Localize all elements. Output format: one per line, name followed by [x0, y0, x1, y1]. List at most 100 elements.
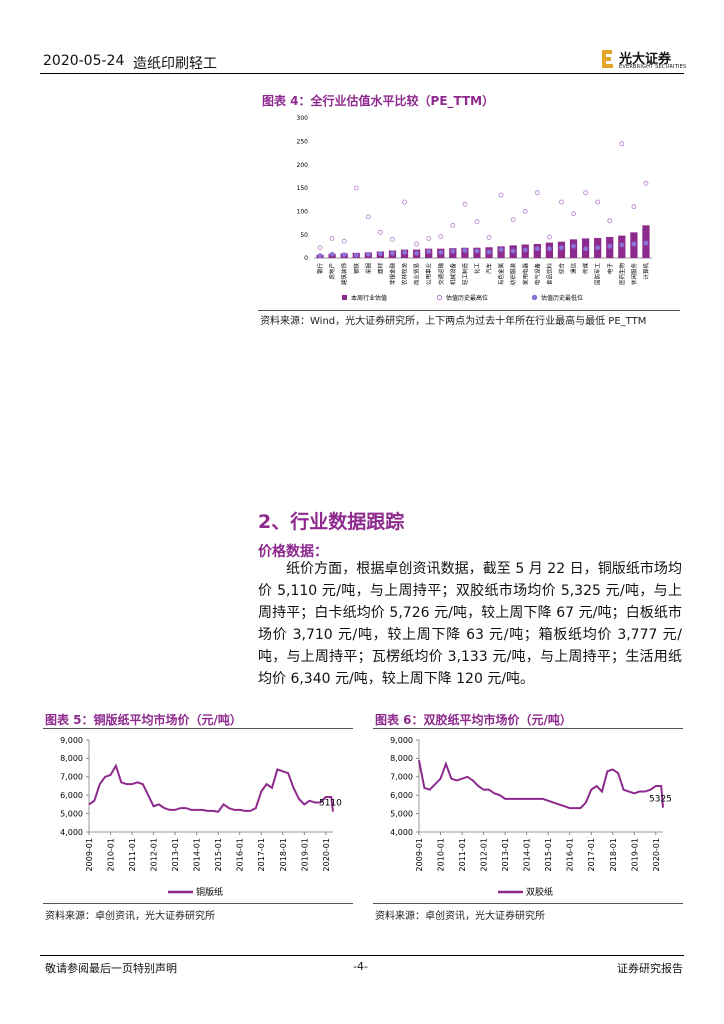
- dot: [583, 246, 589, 252]
- x-tick-label: 采掘: [364, 263, 372, 275]
- y-tick-label: 0: [304, 255, 308, 262]
- y-tick-label: 5,000: [60, 809, 83, 818]
- y-tick-label: 6,000: [60, 791, 83, 800]
- dot: [607, 218, 613, 224]
- line: [418, 760, 664, 810]
- figure-source: 资料来源：Wind，光大证券研究所，上下两点为过去十年所在行业最高与最低 PE_…: [260, 316, 647, 327]
- footer-rule: [40, 955, 684, 956]
- dot: [510, 217, 516, 223]
- x-tick-label: 非银金融: [388, 263, 396, 286]
- logo-mark: [602, 50, 613, 68]
- x-tick-label: 休闲服务: [630, 263, 638, 286]
- legend-label: 双胶纸: [526, 886, 553, 898]
- y-tick-label: 150: [297, 185, 309, 192]
- y-tick-label: 8,000: [390, 754, 413, 763]
- x-tick-label: 医药生物: [618, 263, 626, 286]
- x-tick-label: 2012-01: [150, 838, 159, 871]
- chart: 4,000 5,000 6,000 7,000 8,000 9,000 2009-01 201…: [390, 736, 672, 898]
- dot: [341, 252, 347, 258]
- x-tick-label: 纺织服装: [509, 263, 517, 286]
- source-rule: [258, 310, 680, 311]
- dot: [559, 199, 564, 205]
- legend-label: 估值历史最低位: [541, 294, 583, 302]
- dot: [474, 219, 480, 224]
- dot: [402, 199, 407, 205]
- x-tick-label: 钢铁: [352, 263, 360, 275]
- dot: [329, 235, 335, 241]
- y-tick-label: 7,000: [60, 773, 83, 782]
- source-rule: [43, 903, 353, 904]
- dot: [365, 214, 371, 220]
- y-tick-label: 7,000: [390, 773, 413, 782]
- y-tick-label: 300: [297, 115, 309, 122]
- chart: 4,000 5,000 6,000 7,000 8,000 9,000 2009-01 201…: [60, 736, 342, 898]
- x-tick-label: 化工: [473, 263, 481, 275]
- x-tick-label: 2017-01: [257, 838, 266, 871]
- dot: [450, 248, 456, 254]
- source-rule: [373, 903, 683, 904]
- x-tick-label: 2013-01: [171, 838, 180, 871]
- dot: [426, 235, 432, 241]
- x-tick-label: 2014-01: [523, 838, 532, 871]
- dot: [353, 185, 359, 191]
- dot: [414, 250, 420, 256]
- dot: [534, 190, 540, 196]
- footer-page: -4-: [353, 960, 368, 973]
- legend-label: 估值历史最高位: [446, 294, 488, 302]
- x-tick-label: 综合: [557, 263, 565, 275]
- x-tick-label: 2017-01: [587, 838, 596, 871]
- x-tick-label: 传媒: [582, 263, 590, 275]
- title-rule: [43, 728, 353, 729]
- dot: [390, 250, 395, 256]
- legend-label: 铜版纸: [196, 886, 223, 898]
- paragraph: 纸价方面，根据卓创资讯数据，截至 5 月 22 日，铜版纸市场均价 5,110 …: [258, 561, 682, 687]
- dot: [329, 251, 335, 257]
- x-tick-label: 国防军工: [594, 263, 602, 286]
- y-tick-label: 9,000: [60, 736, 83, 745]
- dot: [438, 234, 444, 239]
- dot: [571, 243, 576, 249]
- x-tick-label: 交通运输: [437, 263, 445, 286]
- dot: [402, 249, 407, 255]
- dot: [607, 243, 613, 249]
- dot: [619, 242, 625, 248]
- figure-title: 图表 6：双胶纸平均市场价（元/吨）: [375, 713, 572, 727]
- x-tick-label: 2011-01: [458, 838, 467, 871]
- x-tick-label: 计算机: [642, 263, 650, 280]
- x-tick-label: 2013-01: [501, 838, 510, 871]
- x-tick-label: 2018-01: [279, 838, 288, 871]
- dot: [414, 241, 420, 247]
- legend-swatch: [531, 294, 538, 301]
- x-tick-label: 2014-01: [193, 838, 202, 871]
- dot: [438, 249, 444, 255]
- dot: [474, 248, 480, 254]
- figure-title: 图表 4：全行业估值水平比较（PE_TTM）: [262, 94, 495, 108]
- header-rule: [40, 73, 684, 74]
- dot: [583, 190, 589, 196]
- y-tick-label: 4,000: [60, 828, 83, 837]
- dot: [546, 246, 552, 252]
- dot: [365, 251, 371, 257]
- bar: [497, 246, 505, 258]
- dot: [377, 229, 383, 235]
- figure-source: 资料来源：卓创资讯，光大证券研究所: [375, 911, 545, 922]
- section-heading: 2、行业数据跟踪: [258, 511, 405, 533]
- dot: [462, 248, 468, 253]
- x-tick-label: 2015-01: [214, 838, 223, 871]
- dot: [534, 246, 540, 252]
- x-tick-label: 汽车: [485, 263, 493, 275]
- y-tick-label: 8,000: [60, 754, 83, 763]
- dot: [631, 204, 637, 210]
- x-tick-label: 2019-01: [630, 838, 639, 871]
- dot: [522, 208, 528, 214]
- x-tick-label: 农林牧渔: [401, 263, 409, 286]
- x-tick-label: 轻工制造: [461, 263, 469, 286]
- legend-label: 本周行业估值: [351, 294, 387, 302]
- x-tick-label: 2020-01: [652, 838, 661, 871]
- dot: [595, 245, 601, 251]
- x-tick-label: 房地产: [328, 263, 336, 280]
- dot: [510, 248, 516, 254]
- x-tick-label: 2009-01: [85, 838, 94, 871]
- x-tick-label: 2020-01: [322, 838, 331, 871]
- y-tick-label: 4,000: [390, 828, 413, 837]
